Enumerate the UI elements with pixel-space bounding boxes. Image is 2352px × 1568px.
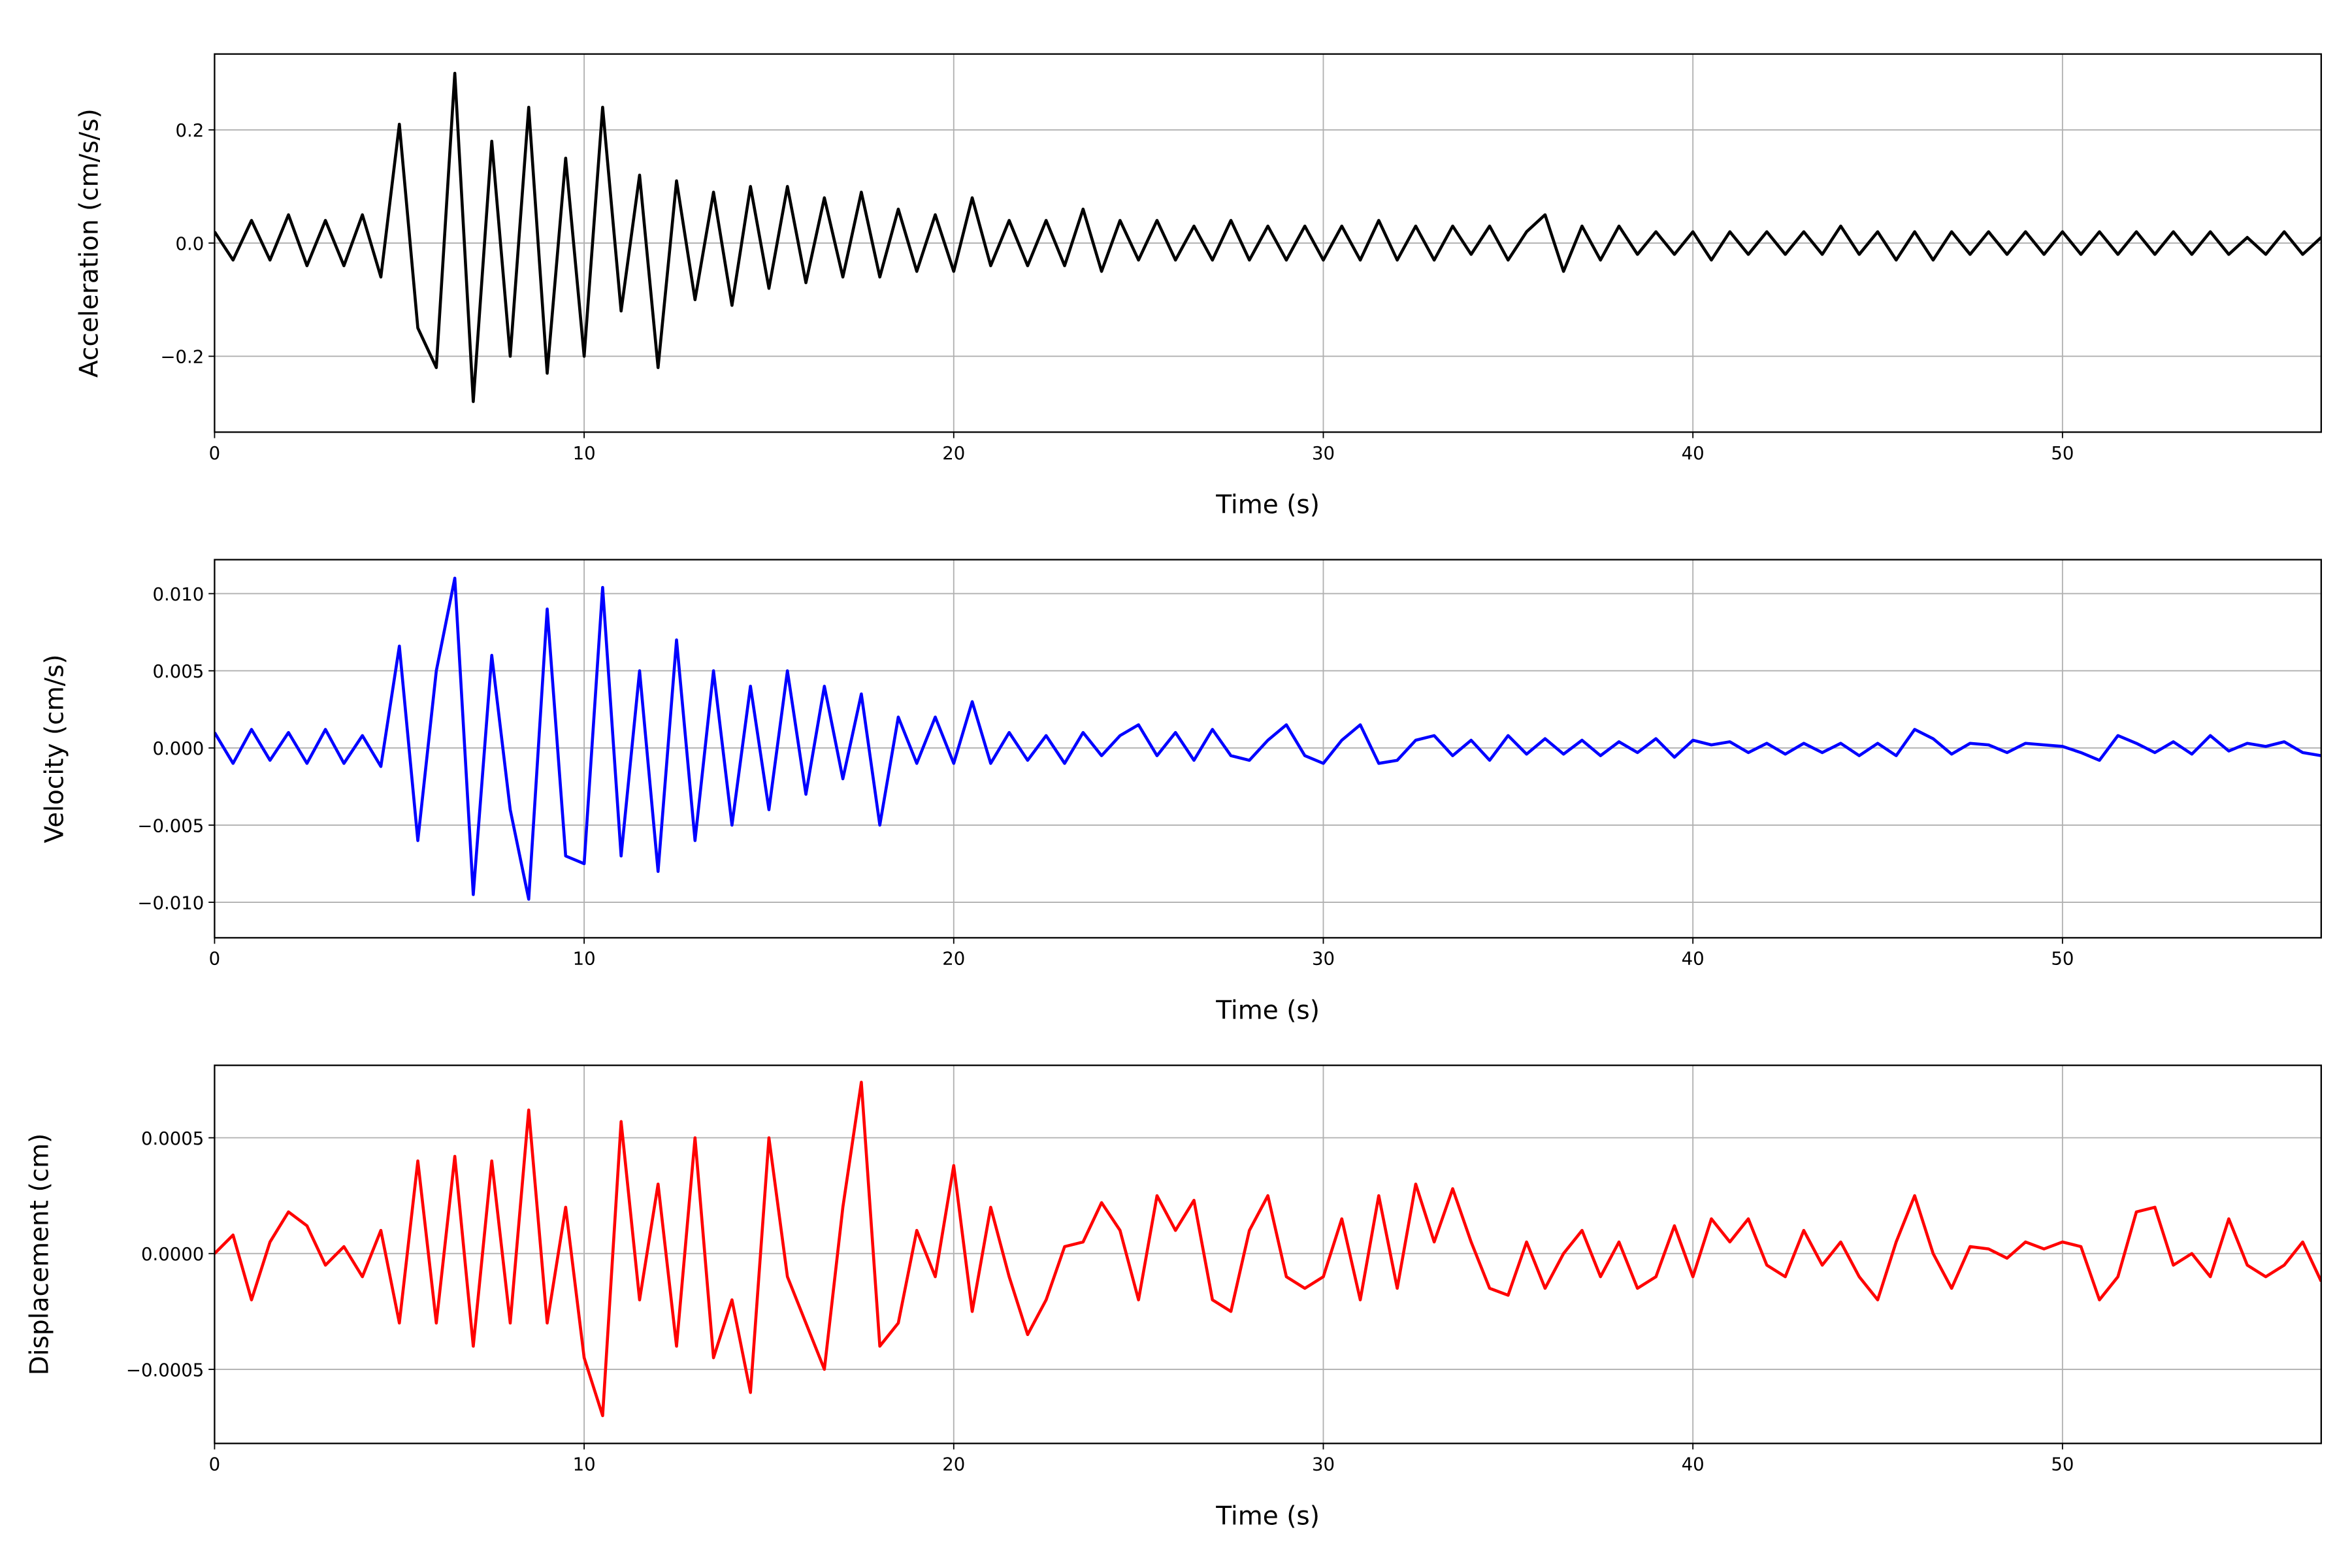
x-tick-label: 0 bbox=[209, 443, 221, 464]
x-tick-label: 20 bbox=[942, 1454, 965, 1475]
x-tick-label: 50 bbox=[2051, 949, 2074, 970]
x-tick-label: 10 bbox=[573, 1454, 596, 1475]
x-tick-label: 10 bbox=[573, 949, 596, 970]
x-tick-label: 30 bbox=[1312, 1454, 1335, 1475]
panel: 0 10 20 30 40 50 −0.2 0.0 0.2 Time (s) Acceleratio… bbox=[74, 53, 2322, 519]
y-tick-label: −0.010 bbox=[137, 892, 204, 913]
y-tick-label: 0.0 bbox=[176, 233, 204, 254]
y-tick-label: 0.010 bbox=[152, 584, 204, 605]
x-tick-label: 40 bbox=[1682, 1454, 1705, 1475]
x-tick-label: 10 bbox=[573, 443, 596, 464]
y-tick-label: −0.2 bbox=[160, 347, 204, 368]
x-axis-label: Time (s) bbox=[1215, 996, 1320, 1025]
figure-content: 0 10 20 30 40 50 −0.2 0.0 0.2 Time (s) Acceleratio… bbox=[25, 53, 2322, 1531]
x-axis-label: Time (s) bbox=[1215, 490, 1320, 519]
x-tick-label: 20 bbox=[942, 949, 965, 970]
plot-frame bbox=[214, 1064, 2322, 1445]
y-tick-label: 0.000 bbox=[152, 738, 204, 759]
x-tick-label: 40 bbox=[1682, 949, 1705, 970]
y-tick-label: 0.2 bbox=[176, 120, 204, 141]
y-axis-label: Acceleration (cm/s/s) bbox=[74, 108, 104, 378]
y-axis-label: Velocity (cm/s) bbox=[40, 655, 69, 843]
x-tick-label: 0 bbox=[209, 1454, 221, 1475]
y-tick-label: 0.005 bbox=[152, 661, 204, 682]
y-tick-label: −0.005 bbox=[137, 815, 204, 836]
y-tick-label: 0.0005 bbox=[141, 1128, 204, 1149]
x-tick-label: 30 bbox=[1312, 949, 1335, 970]
x-tick-label: 20 bbox=[942, 443, 965, 464]
data-line bbox=[214, 71, 2321, 403]
y-tick-label: 0.0000 bbox=[141, 1244, 204, 1265]
x-tick-label: 50 bbox=[2051, 1454, 2074, 1475]
x-tick-label: 40 bbox=[1682, 443, 1705, 464]
panel: 0 10 20 30 40 50 −0.010 −0.005 0.000 0.005 0.010 Ti… bbox=[40, 559, 2322, 1025]
plot-frame bbox=[214, 53, 2322, 433]
y-axis-label: Displacement (cm) bbox=[25, 1134, 54, 1376]
plot-frame bbox=[214, 559, 2322, 939]
x-axis-label: Time (s) bbox=[1215, 1501, 1320, 1531]
data-line bbox=[214, 1081, 2321, 1418]
x-tick-label: 0 bbox=[209, 949, 221, 970]
x-tick-label: 30 bbox=[1312, 443, 1335, 464]
y-tick-label: −0.0005 bbox=[126, 1360, 204, 1380]
panel: 0 10 20 30 40 50 −0.0005 0.0000 0.0005 Time (s) Di… bbox=[25, 1064, 2322, 1531]
x-tick-label: 50 bbox=[2051, 443, 2074, 464]
data-line bbox=[214, 576, 2321, 901]
